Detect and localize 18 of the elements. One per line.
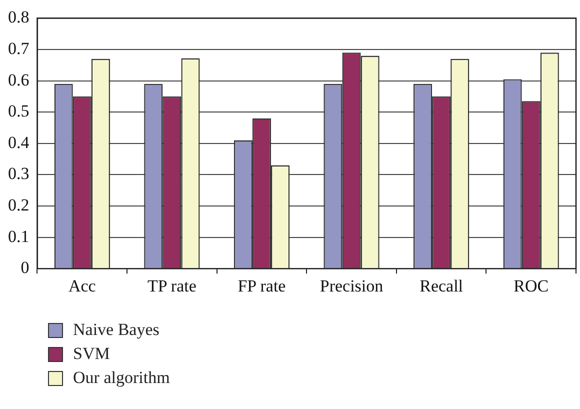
x-tick-label: FP rate [238, 276, 286, 296]
y-tick-label: 0.3 [8, 164, 30, 184]
y-tick-label: 0.5 [8, 102, 30, 121]
x-tick-label: Precision [320, 276, 384, 296]
legend-label: Our algorithm [73, 368, 170, 388]
y-tick-label: 0.2 [8, 195, 30, 214]
legend-label: Naive Bayes [73, 320, 160, 340]
x-tick-label: TP rate [147, 276, 196, 296]
x-tick-label: Acc [68, 276, 96, 296]
y-tick-label: 0.7 [8, 38, 30, 58]
x-tick-label: Recall [420, 276, 464, 296]
y-tick-label: 0.4 [8, 132, 30, 152]
y-tick-label: 0.6 [8, 70, 30, 90]
y-tick-label: 0.8 [8, 8, 30, 27]
y-tick-label: 0.1 [8, 226, 30, 246]
legend-label: SVM [73, 344, 110, 364]
y-tick-label: 0 [20, 258, 30, 278]
x-tick-label: ROC [514, 276, 549, 296]
